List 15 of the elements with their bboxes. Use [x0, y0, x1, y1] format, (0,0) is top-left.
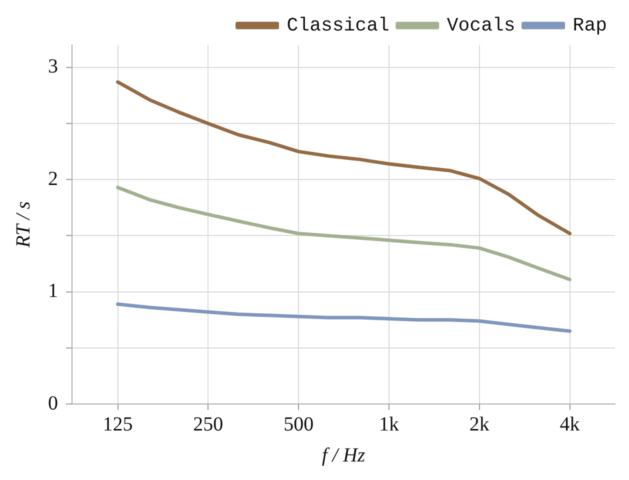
y-axis-title: RT / s	[12, 201, 34, 249]
x-axis-title: f / Hz	[322, 444, 366, 466]
y-tick-label: 3	[48, 56, 58, 78]
x-tick-label: 125	[102, 413, 133, 436]
x-tick-label: 2k	[469, 413, 490, 436]
x-tick-label: 500	[284, 413, 314, 436]
legend-label: Vocals	[446, 14, 516, 37]
legend-label: Rap	[572, 14, 608, 37]
x-tick-label: 4k	[560, 413, 580, 436]
y-tick-label: 1	[48, 280, 58, 302]
legend-label: Classical	[286, 14, 390, 37]
y-tick-label: 0	[48, 392, 58, 414]
x-tick-label: 250	[193, 413, 224, 436]
x-tick-label: 1k	[378, 413, 399, 436]
y-tick-label: 2	[48, 168, 58, 190]
